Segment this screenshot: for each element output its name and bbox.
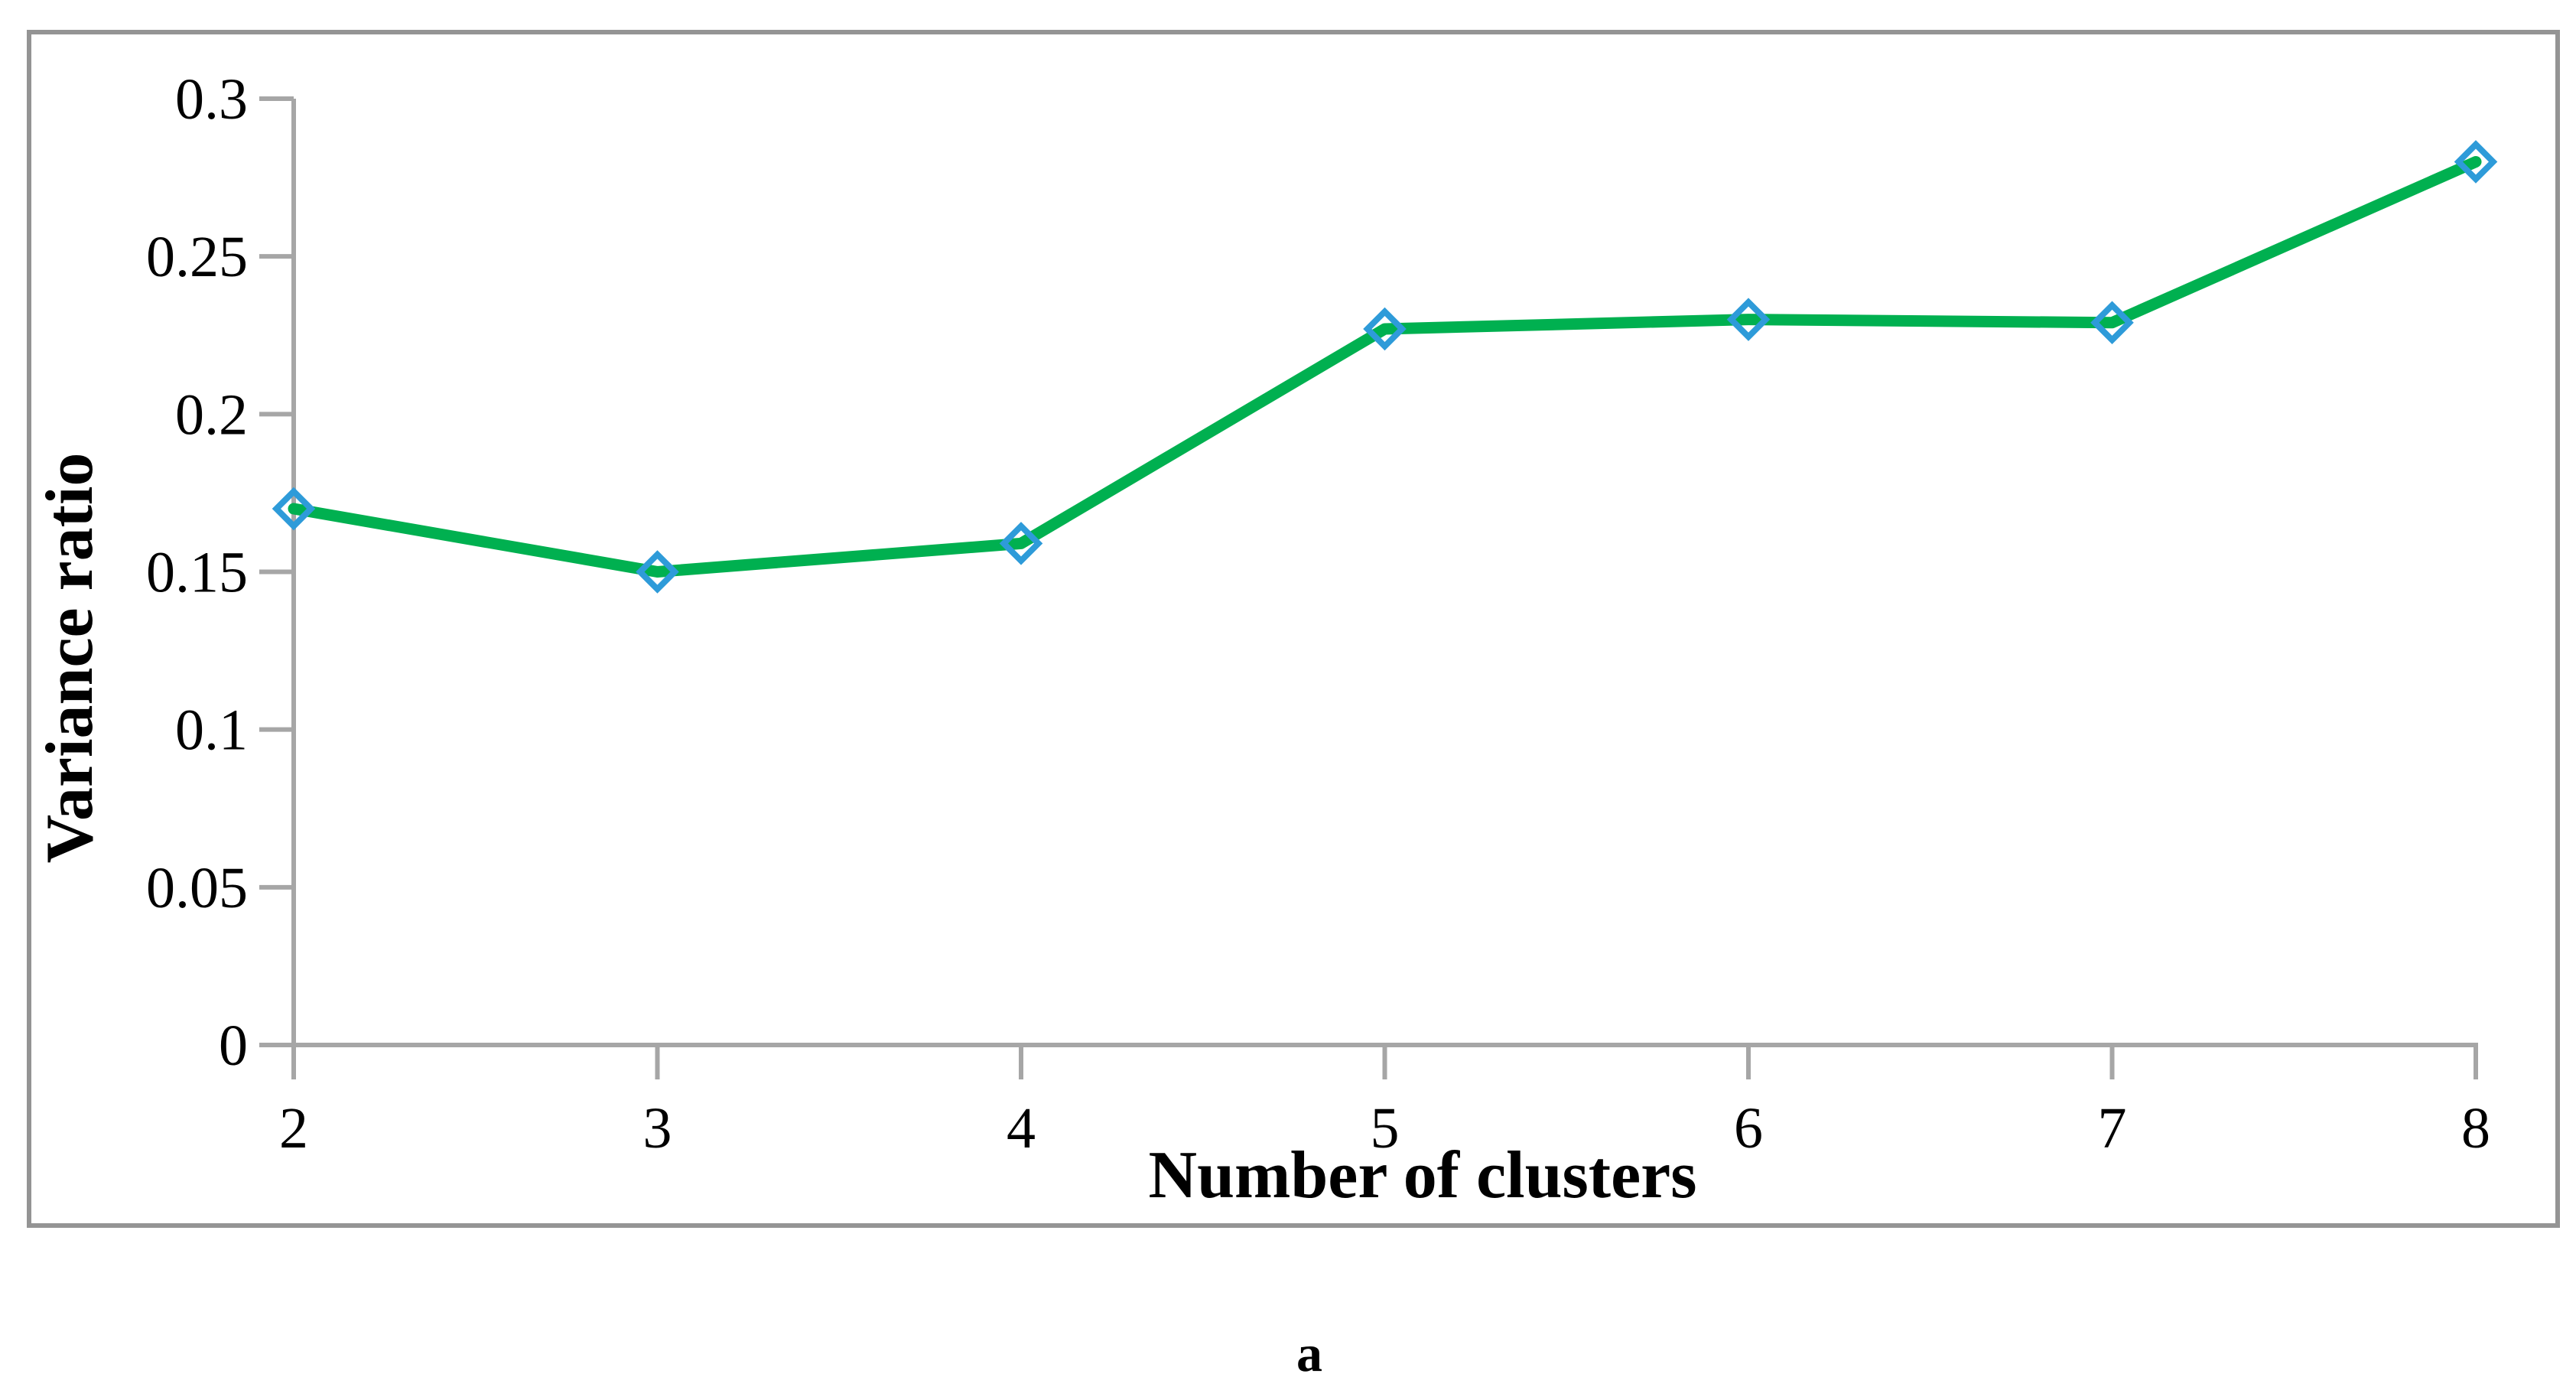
y-tick-label: 0.3 — [175, 67, 248, 132]
data-point-marker — [1363, 307, 1407, 351]
data-point-marker — [272, 487, 316, 531]
x-tick-label: 6 — [1734, 1096, 1763, 1161]
figure-caption: a — [1296, 1324, 1322, 1377]
figure-border — [27, 30, 2560, 1228]
y-tick-label: 0.2 — [175, 382, 248, 447]
y-axis-title: Variance ratio — [33, 453, 107, 864]
y-tick-label: 0.15 — [146, 541, 248, 605]
y-tick-label: 0.1 — [175, 698, 248, 763]
data-point-marker — [2454, 140, 2498, 184]
x-axis-tick-labels: 2 3 4 5 6 7 8 — [279, 1096, 2490, 1161]
y-tick-label: 0 — [219, 1014, 248, 1078]
x-axis-title: Number of clusters — [1149, 1138, 1697, 1213]
series-line — [288, 155, 2482, 578]
data-point-marker — [1726, 298, 1771, 341]
y-tick-label: 0.25 — [146, 225, 248, 289]
data-point-marker — [2090, 301, 2134, 345]
x-tick-label: 7 — [2098, 1096, 2127, 1161]
data-point-marker — [999, 522, 1043, 565]
y-tick-label: 0.05 — [146, 856, 248, 920]
y-axis-ticks — [259, 96, 294, 1047]
x-tick-label: 5 — [1371, 1096, 1400, 1161]
y-axis-tick-labels: 0 0.05 0.1 0.15 0.2 0.25 0.3 — [146, 67, 248, 1078]
x-tick-label: 8 — [2461, 1096, 2490, 1161]
x-tick-label: 3 — [643, 1096, 672, 1161]
data-point-marker — [636, 550, 679, 594]
axes-lines — [291, 99, 2478, 1079]
data-series — [272, 140, 2498, 594]
x-tick-label: 4 — [1007, 1096, 1036, 1161]
x-tick-label: 2 — [279, 1096, 308, 1161]
